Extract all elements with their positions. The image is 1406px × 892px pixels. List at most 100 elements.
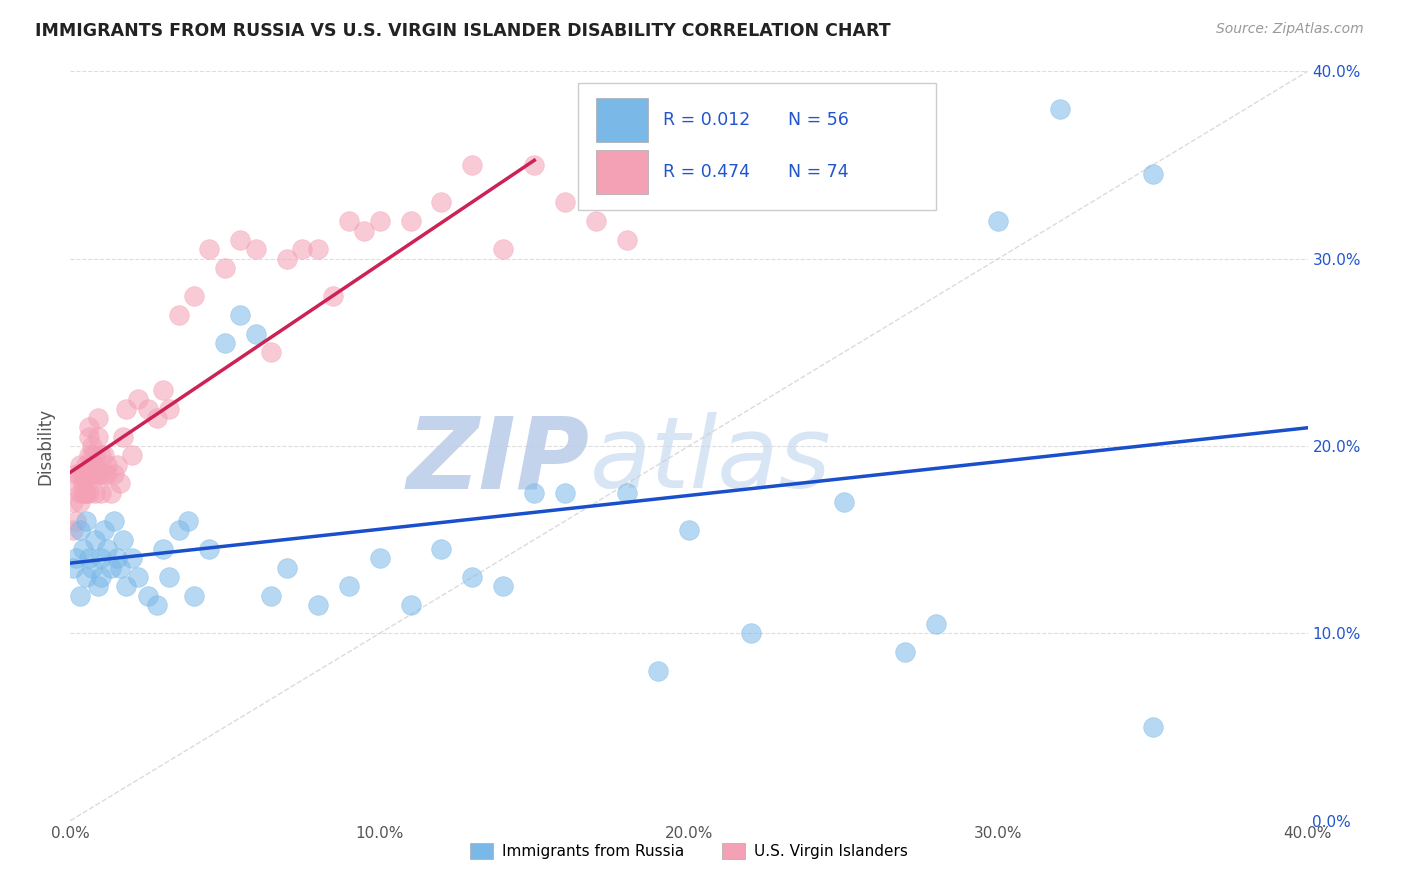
Point: [461, 570, 484, 584]
Point: [69, 467, 91, 482]
Point: [152, 542, 174, 557]
Text: N = 56: N = 56: [787, 111, 849, 128]
Point: [87, 411, 110, 425]
Point: [77, 449, 100, 463]
Point: [157, 570, 180, 584]
Point: [90, 570, 112, 584]
Point: [77, 486, 100, 500]
Point: [80, 439, 103, 453]
Text: atlas: atlas: [591, 412, 831, 509]
Point: [93, 449, 115, 463]
Point: [121, 449, 143, 463]
Point: [75, 514, 97, 528]
Point: [492, 243, 515, 257]
Point: [177, 514, 200, 528]
Point: [72, 467, 94, 482]
Point: [80, 458, 103, 472]
Point: [1142, 720, 1164, 734]
Point: [523, 158, 546, 172]
Point: [69, 524, 91, 538]
Point: [105, 551, 128, 566]
Point: [72, 486, 94, 500]
Point: [77, 430, 100, 444]
Point: [430, 542, 453, 557]
Point: [100, 561, 122, 575]
Point: [127, 570, 149, 584]
Point: [75, 486, 97, 500]
Point: [647, 664, 669, 678]
Point: [80, 467, 103, 482]
Y-axis label: Disability: Disability: [37, 408, 55, 484]
Point: [80, 449, 103, 463]
Point: [77, 467, 100, 482]
Point: [103, 467, 125, 482]
Point: [69, 486, 91, 500]
Point: [62, 561, 84, 575]
Point: [229, 233, 252, 247]
Point: [183, 589, 205, 603]
Point: [368, 551, 391, 566]
Point: [96, 542, 118, 557]
Point: [100, 486, 122, 500]
FancyBboxPatch shape: [578, 83, 936, 210]
Point: [75, 458, 97, 472]
Point: [616, 233, 638, 247]
Point: [115, 401, 138, 416]
Point: [152, 383, 174, 397]
Point: [62, 495, 84, 509]
Point: [167, 308, 190, 322]
Point: [260, 589, 283, 603]
Point: [69, 589, 91, 603]
Point: [75, 486, 97, 500]
Point: [103, 514, 125, 528]
Point: [87, 467, 110, 482]
Point: [1049, 102, 1071, 116]
Point: [84, 533, 107, 547]
Point: [90, 551, 112, 566]
Point: [65, 551, 87, 566]
Point: [368, 214, 391, 228]
FancyBboxPatch shape: [596, 97, 648, 142]
Point: [108, 476, 131, 491]
Point: [399, 214, 422, 228]
Legend: Immigrants from Russia, U.S. Virgin Islanders: Immigrants from Russia, U.S. Virgin Isla…: [464, 838, 914, 865]
Point: [353, 223, 375, 237]
Point: [183, 289, 205, 303]
Point: [72, 542, 94, 557]
Point: [229, 308, 252, 322]
Point: [65, 514, 87, 528]
Text: R = 0.012: R = 0.012: [664, 111, 751, 128]
Point: [121, 551, 143, 566]
Point: [616, 486, 638, 500]
Point: [678, 524, 700, 538]
Point: [136, 589, 159, 603]
Point: [987, 214, 1010, 228]
Point: [307, 599, 329, 613]
Point: [554, 486, 576, 500]
Point: [157, 401, 180, 416]
Point: [84, 458, 107, 472]
Point: [399, 599, 422, 613]
Point: [69, 495, 91, 509]
Point: [307, 243, 329, 257]
Point: [80, 561, 103, 575]
Point: [90, 486, 112, 500]
Point: [740, 626, 762, 640]
Point: [832, 495, 855, 509]
Point: [115, 580, 138, 594]
Point: [80, 467, 103, 482]
Text: R = 0.474: R = 0.474: [664, 163, 749, 181]
Point: [90, 467, 112, 482]
Text: Source: ZipAtlas.com: Source: ZipAtlas.com: [1216, 22, 1364, 37]
Point: [198, 243, 221, 257]
Point: [198, 542, 221, 557]
Point: [554, 195, 576, 210]
Point: [430, 195, 453, 210]
Point: [96, 467, 118, 482]
Point: [146, 411, 169, 425]
Point: [77, 551, 100, 566]
Point: [1142, 168, 1164, 182]
Point: [84, 467, 107, 482]
Point: [167, 524, 190, 538]
Point: [111, 533, 134, 547]
